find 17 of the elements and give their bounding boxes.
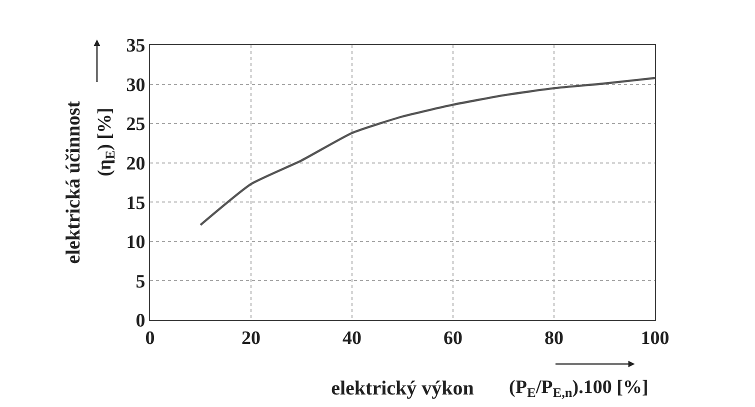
y-tick-label: 35 [126, 36, 146, 57]
x-tick-label: 100 [640, 328, 670, 349]
x-axis-title: elektrický výkon [331, 377, 474, 400]
y-tick-label: 15 [126, 192, 146, 214]
x-tick-label: 80 [544, 328, 564, 349]
x-tick-label: 60 [444, 328, 462, 349]
x-tick-label: 20 [242, 328, 260, 349]
y-tick-label: 20 [126, 154, 146, 175]
y-tick-label: 5 [136, 271, 146, 292]
line-series [199, 76, 655, 226]
y-tick-label: 0 [136, 310, 146, 332]
y-tick-label: 10 [126, 232, 146, 254]
x-tick-label: 40 [342, 328, 362, 349]
text: (P$_{E}$/P$_{E,n}$).100 [%] [509, 377, 648, 400]
y-axis-title: elektrická účinnost [62, 100, 85, 264]
y-tick-label: 30 [126, 74, 146, 96]
y-tick-label: 25 [126, 114, 146, 136]
